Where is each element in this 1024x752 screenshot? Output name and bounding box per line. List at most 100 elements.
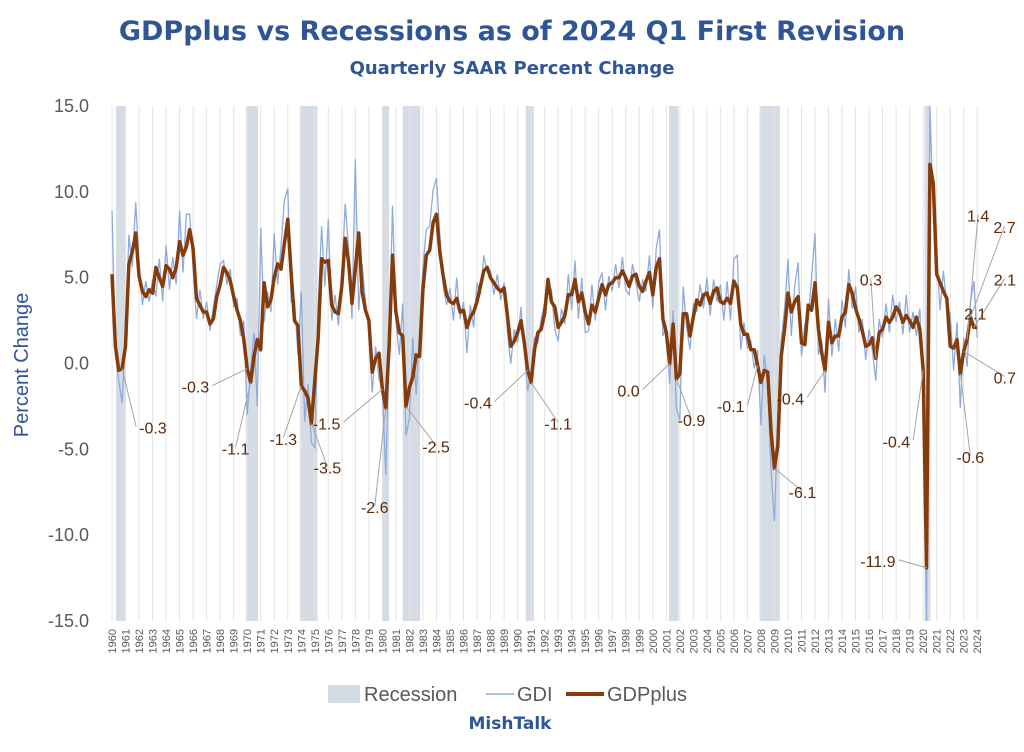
annotation-label: 2.1 [994, 272, 1016, 289]
annotation-label: -2.6 [361, 500, 389, 517]
annotation-label: -0.3 [139, 421, 167, 438]
x-tick-label: 2016 [864, 629, 876, 653]
annotation-leader [343, 388, 383, 423]
x-ticks: 1960 1961 1962 1963 1964 1965 1966 1967 1968 1969… [107, 629, 984, 653]
gridlines [111, 106, 978, 621]
annotation-leader [959, 373, 971, 456]
x-tick-label: 2015 [851, 629, 863, 653]
annotation-label: -1.1 [544, 416, 572, 433]
annotation-leader [374, 408, 387, 507]
annotation-label: 0.7 [994, 370, 1016, 387]
annotation-label: -0.4 [777, 391, 805, 408]
x-tick-label: 1978 [350, 629, 362, 653]
x-tick-label: 1986 [459, 629, 471, 653]
y-tick-label: 10.0 [54, 182, 89, 202]
x-tick-label: 1995 [580, 629, 592, 653]
x-tick-label: 2021 [932, 629, 944, 653]
x-tick-label: 2001 [661, 629, 673, 653]
x-tick-label: 2013 [824, 629, 836, 653]
annotation-label: -1.5 [313, 416, 341, 433]
annotation-leader [970, 225, 1005, 318]
x-tick-label: 1969 [229, 629, 241, 653]
recession-band-0 [116, 106, 126, 621]
annotation-leader [747, 365, 759, 406]
x-tick-label: 1980 [377, 629, 389, 653]
recession-band-3 [382, 106, 390, 621]
x-tick-label: 1977 [337, 629, 349, 653]
annotation-label: 0.0 [617, 384, 639, 401]
recession-band-7 [759, 106, 780, 621]
recession-bands [116, 106, 931, 621]
legend: Recession GDI GDPplus [328, 684, 687, 706]
annotation-leader [963, 351, 1005, 377]
recession-band-2 [299, 106, 318, 621]
x-tick-label: 2017 [878, 629, 890, 653]
x-tick-label: 1994 [567, 629, 579, 653]
annotation-leader [642, 363, 671, 390]
annotation-leader [898, 559, 927, 569]
annotation-label: -0.9 [678, 413, 706, 430]
chart-subtitle: Quarterly SAAR Percent Change [350, 58, 675, 79]
x-tick-label: 1970 [242, 629, 254, 653]
x-tick-label: 1982 [404, 629, 416, 653]
y-axis-label: Percent Change [11, 293, 33, 438]
x-tick-label: 1961 [121, 629, 133, 653]
x-tick-label: 1981 [391, 629, 403, 653]
x-tick-label: 1976 [323, 629, 335, 653]
x-tick-label: 2010 [783, 629, 795, 653]
annotation-leader [966, 214, 979, 340]
x-tick-label: 2007 [742, 629, 754, 653]
x-tick-label: 1966 [188, 629, 200, 653]
x-tick-label: 2009 [769, 629, 781, 653]
annotation-leader [235, 382, 252, 448]
x-tick-label: 2023 [959, 629, 971, 653]
gdpplus-line [110, 162, 978, 570]
x-tick-label: 1968 [215, 629, 227, 653]
annotation-label: -1.1 [222, 441, 250, 458]
annotation-label: -3.5 [314, 461, 342, 478]
x-tick-label: 1974 [296, 629, 308, 653]
x-tick-label: 1964 [161, 629, 173, 653]
annotation-label: -0.4 [883, 434, 911, 451]
x-tick-label: 2020 [918, 629, 930, 653]
x-tick-label: 2011 [796, 629, 808, 653]
legend-recession-swatch [328, 685, 360, 703]
x-tick-label: 1972 [269, 629, 281, 653]
x-tick-label: 1963 [148, 629, 160, 653]
x-tick-label: 1991 [526, 629, 538, 653]
x-tick-label: 1960 [107, 629, 119, 653]
y-tick-label: 15.0 [54, 96, 89, 116]
annotation-label: -0.3 [182, 380, 210, 397]
annotation-label: 0.3 [860, 272, 882, 289]
x-tick-label: 1967 [202, 629, 214, 653]
annotation-leader [282, 385, 302, 438]
annotation-label: -6.1 [789, 485, 817, 502]
x-tick-label: 1987 [472, 629, 484, 653]
legend-gdpplus-label: GDPplus [607, 684, 687, 706]
x-tick-label: 2006 [729, 629, 741, 653]
annotation-label: -0.4 [464, 395, 492, 412]
annotation-label: -0.1 [717, 399, 745, 416]
annotation-leader [806, 370, 826, 398]
x-tick-label: 1985 [445, 629, 457, 653]
brand-label: MishTalk [469, 714, 553, 734]
x-tick-label: 1979 [364, 629, 376, 653]
annotation-label: 2.7 [993, 220, 1015, 237]
y-tick-label: -10.0 [48, 525, 89, 545]
x-tick-label: 1962 [134, 629, 146, 653]
x-tick-label: 1971 [256, 629, 268, 653]
annotation-leader [121, 368, 137, 427]
x-tick-label: 2014 [837, 629, 849, 653]
x-tick-label: 1989 [499, 629, 511, 653]
x-tick-label: 2000 [648, 629, 660, 653]
x-tick-label: 1992 [540, 629, 552, 653]
annotation-leader [974, 312, 978, 328]
annotation-leader [675, 378, 692, 420]
gdpplus-series [110, 162, 978, 570]
x-tick-label: 1996 [594, 629, 606, 653]
annotations: -0.3 -0.3 -1.1 -1.3 -3.5 -1.5 -2.6 -2.5 -0.4 -1.1… [121, 208, 1016, 571]
y-tick-label: 0.0 [64, 354, 89, 374]
y-tick-label: 5.0 [64, 268, 89, 288]
x-tick-label: 1990 [513, 629, 525, 653]
